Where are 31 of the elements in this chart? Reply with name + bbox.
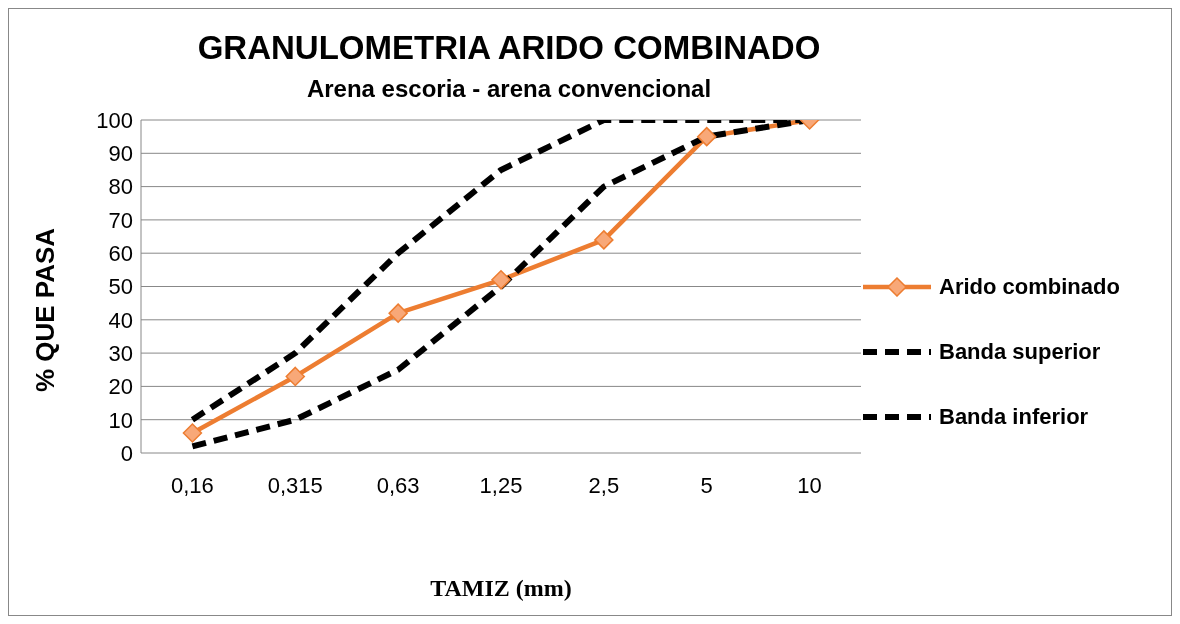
y-tick-label: 70 [108, 207, 133, 233]
y-tick-label: 40 [108, 307, 133, 333]
x-tick-label: 2,5 [588, 472, 620, 498]
point [182, 423, 203, 443]
y-tick-label: 60 [108, 241, 133, 267]
chart-subtitle: Arena escoria - arena convencional [305, 75, 713, 103]
legend-label: Banda superior [939, 338, 1101, 365]
point [388, 303, 408, 323]
x-tick-label: 1,25 [479, 472, 523, 498]
point [285, 366, 306, 387]
y-tick-label: 90 [108, 141, 133, 167]
x-tick-label: 5 [700, 472, 713, 498]
point [696, 126, 717, 147]
x-axis-title: TAMIZ (mm) [429, 575, 573, 602]
y-axis-title: % QUE PASA [29, 227, 61, 393]
chart-title: GRANULOMETRIA ARIDO COMBINADO [196, 29, 822, 67]
y-tick-label: 100 [96, 107, 133, 133]
y-tick-label: 30 [108, 340, 133, 366]
x-tick-label: 0,16 [171, 472, 214, 498]
y-tick-label: 80 [108, 174, 133, 200]
legend-label: Arido combinado [939, 273, 1120, 300]
point [491, 270, 511, 290]
y-tick-label: 0 [120, 440, 133, 466]
x-tick-label: 0,315 [267, 472, 323, 498]
x-tick-label: 10 [797, 472, 822, 498]
legend-label: Banda inferior [939, 403, 1089, 430]
y-tick-label: 50 [108, 274, 133, 300]
point [594, 230, 614, 250]
y-tick-label: 10 [108, 407, 133, 433]
y-tick-label: 20 [108, 374, 133, 400]
x-tick-label: 0,63 [376, 472, 420, 498]
